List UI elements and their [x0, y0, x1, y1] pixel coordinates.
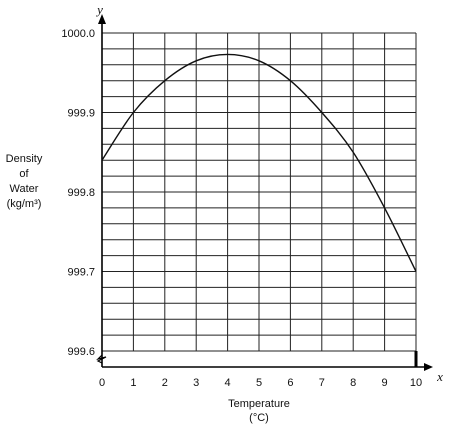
y-axis-title-line: Water	[10, 183, 39, 195]
axis-break	[96, 354, 107, 364]
y-tick-label: 1000.0	[61, 28, 95, 40]
y-tick-label: 999.8	[67, 187, 95, 199]
y-axis-letter: y	[95, 2, 103, 17]
y-tick-label: 999.7	[67, 267, 95, 279]
x-tick-label: 3	[193, 377, 199, 389]
y-tick-label: 999.6	[67, 346, 95, 358]
x-tick-label: 7	[319, 377, 325, 389]
x-axis-title-line: (°C)	[249, 412, 269, 424]
y-axis-title-line: (kg/m³)	[7, 198, 42, 210]
axes	[96, 14, 433, 371]
x-tick-label: 8	[350, 377, 356, 389]
x-tick-label: 5	[256, 377, 262, 389]
x-axis-arrow	[424, 363, 433, 371]
x-tick-label: 10	[410, 377, 422, 389]
x-tick-label: 6	[287, 377, 293, 389]
x-tick-label: 1	[130, 377, 136, 389]
y-axis-title-line: of	[19, 168, 29, 180]
x-tick-label: 2	[162, 377, 168, 389]
x-tick-label: 0	[99, 377, 105, 389]
y-axis-title-line: Density	[6, 153, 43, 165]
x-axis-title: Temperature (°C)	[228, 398, 290, 424]
density-curve	[101, 53, 417, 272]
x-axis-end-mark	[414, 351, 418, 367]
tick-labels: 0 1 2 3 4 5 6 7 8 9 10 999.6 999.7 999.8 999.9 1000.0	[61, 28, 422, 389]
grid	[101, 32, 417, 352]
y-tick-label: 999.9	[67, 108, 95, 120]
x-axis-title-line: Temperature	[228, 398, 290, 410]
y-axis-title: Density of Water (kg/m³)	[6, 153, 43, 210]
x-axis-letter: x	[436, 369, 443, 384]
y-axis-arrow	[98, 14, 106, 24]
x-tick-label: 4	[225, 377, 231, 389]
x-tick-label: 9	[382, 377, 388, 389]
